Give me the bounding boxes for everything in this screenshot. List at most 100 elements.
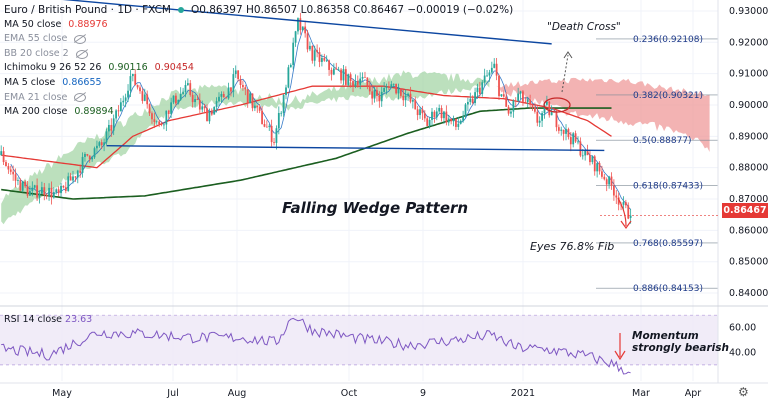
candle	[294, 30, 297, 47]
candle	[146, 90, 149, 109]
candle	[12, 165, 15, 181]
candle	[179, 87, 182, 101]
candle	[567, 127, 570, 140]
rsi-legend[interactable]: RSI 14 close 23.63	[4, 314, 92, 325]
candle-body	[282, 95, 285, 113]
symbol-title[interactable]: Euro / British Pound · 1D · FXCM	[4, 4, 171, 16]
symbol-row: Euro / British Pound · 1D · FXCM O0.8639…	[4, 3, 513, 18]
candle	[239, 75, 242, 89]
candle	[93, 146, 96, 160]
candle-body	[55, 189, 58, 193]
legend-value-2: 0.90454	[154, 62, 194, 74]
candle-body	[522, 91, 524, 102]
target-arrowhead	[620, 220, 632, 230]
candle-body	[21, 181, 24, 191]
candle	[593, 154, 596, 176]
fib-level-label: 0.5(0.88877)	[633, 136, 692, 146]
candle-body	[354, 81, 357, 87]
eye-hidden-icon[interactable]	[75, 49, 88, 59]
candle	[337, 66, 340, 71]
legend-item[interactable]: EMA 21 close	[4, 91, 513, 106]
candle-body	[421, 109, 424, 114]
candle	[98, 140, 101, 148]
candle	[505, 92, 508, 107]
candle-body	[490, 67, 493, 73]
candle	[165, 110, 168, 131]
candle	[301, 26, 304, 32]
candle-body	[342, 69, 345, 81]
legend-item[interactable]: Ichimoku 9 26 52 26 0.90116 0.90454	[4, 61, 513, 76]
candle-body	[486, 75, 488, 77]
candle-body	[230, 87, 232, 92]
candle	[565, 124, 567, 141]
legend-value: 0.88976	[68, 18, 108, 30]
candle-body	[170, 102, 173, 114]
candle	[282, 94, 285, 117]
candle-body	[601, 171, 603, 177]
x-tick-label: Jul	[166, 388, 178, 399]
death-cross-annotation: "Death Cross"	[547, 21, 621, 33]
candle-body	[232, 74, 235, 92]
candle-body	[110, 124, 113, 131]
ichimoku-cloud	[1, 70, 710, 225]
legend-item[interactable]: MA 200 close 0.89894	[4, 105, 513, 120]
candle-body	[309, 45, 311, 50]
candle	[316, 44, 319, 58]
candle	[153, 112, 156, 129]
candle	[167, 109, 170, 119]
candle-body	[88, 155, 91, 160]
ma50-line	[1, 85, 612, 169]
candle-body	[352, 81, 354, 87]
candle-body	[557, 127, 560, 131]
candle	[115, 109, 117, 122]
eye-hidden-icon[interactable]	[74, 34, 87, 44]
candle-body	[440, 107, 443, 119]
candle	[84, 152, 86, 162]
candle	[163, 122, 165, 130]
candle	[438, 104, 441, 114]
candle-body	[550, 111, 553, 116]
candle	[251, 93, 254, 112]
candle	[368, 80, 371, 95]
candle-body	[361, 76, 364, 79]
candle	[309, 41, 311, 52]
candle	[184, 80, 187, 98]
candle	[469, 92, 472, 105]
candle	[55, 188, 58, 195]
candle	[500, 94, 503, 98]
eye-hidden-icon[interactable]	[74, 93, 87, 103]
candle	[33, 184, 36, 189]
candle	[428, 117, 431, 129]
candle	[122, 95, 125, 107]
candle	[471, 95, 474, 105]
candle	[550, 105, 553, 116]
candle	[9, 165, 12, 175]
candle	[323, 53, 326, 62]
legend-item[interactable]: EMA 55 close	[4, 32, 513, 47]
candle	[14, 168, 17, 188]
candle-body	[24, 181, 27, 187]
candle-body	[457, 123, 460, 127]
candle-body	[139, 87, 141, 92]
gear-icon[interactable]: ⚙	[738, 385, 749, 399]
candle	[148, 103, 151, 117]
candle-body	[399, 88, 402, 96]
candle	[213, 106, 216, 115]
candle	[76, 169, 79, 184]
candle	[177, 99, 180, 105]
candle	[447, 114, 450, 126]
candle	[72, 170, 74, 184]
candle	[112, 114, 115, 136]
candle-body	[299, 18, 302, 31]
legend-item[interactable]: MA 50 close 0.88976	[4, 18, 513, 33]
candle-body	[392, 83, 395, 85]
candle	[431, 108, 433, 127]
legend-item[interactable]: MA 5 close 0.86655	[4, 76, 513, 91]
candle	[40, 181, 43, 194]
candle-body	[548, 101, 551, 116]
legend-value: 0.86655	[62, 76, 102, 88]
legend-item[interactable]: BB 20 close 2	[4, 47, 513, 62]
candle	[426, 116, 429, 127]
candle	[390, 81, 393, 89]
candle-body	[182, 92, 184, 94]
